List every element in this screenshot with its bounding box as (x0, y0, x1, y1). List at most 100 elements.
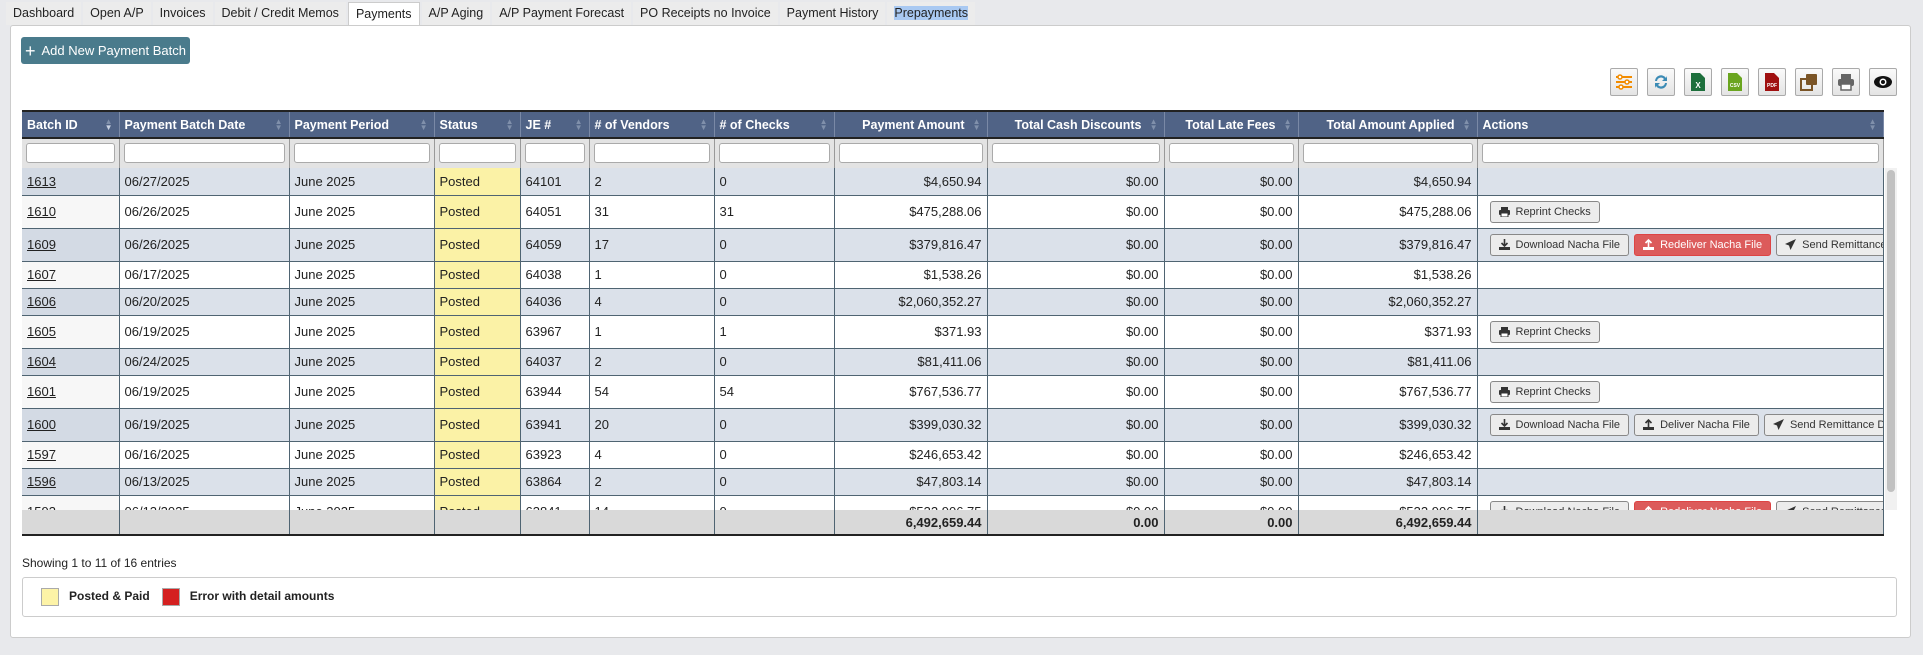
send-remittance-details-button[interactable]: Send Remittance Details (1776, 233, 1882, 256)
filter-total-late-fees-input[interactable] (1168, 143, 1294, 164)
cell-actions (1477, 441, 1884, 469)
batch-id-link[interactable]: 1610 (27, 204, 56, 219)
cell-applied: $47,803.14 (1298, 468, 1478, 496)
cell-je: 63944 (520, 375, 590, 409)
filter-of-vendors-input[interactable] (593, 143, 710, 164)
reprint-checks-button[interactable]: Reprint Checks (1489, 380, 1600, 403)
batch-id-link[interactable]: 1604 (27, 354, 56, 369)
vertical-scrollbar[interactable] (1885, 168, 1897, 510)
cell-status: Posted (434, 441, 521, 469)
cell-checks: 31 (714, 195, 835, 229)
cell-period: June 2025 (289, 348, 435, 376)
tab-payment-history[interactable]: Payment History (779, 2, 886, 25)
pdf-export-icon[interactable]: PDF (1758, 68, 1786, 96)
cell-period: June 2025 (289, 228, 435, 262)
filter-total-cash-discounts-input[interactable] (991, 143, 1160, 164)
tab-invoices[interactable]: Invoices (152, 2, 213, 25)
download-nacha-file-button[interactable]: Download Nacha File (1489, 233, 1630, 256)
filter-total-amount-applied-input[interactable] (1302, 143, 1473, 164)
batch-id-link[interactable]: 1613 (27, 173, 56, 189)
column-header-je[interactable]: JE # ▲ ▼ (520, 111, 590, 139)
download-nacha-file-button[interactable]: Download Nacha File (1489, 413, 1630, 436)
cell-late: $0.00 (1164, 168, 1299, 196)
tab-a-p-aging[interactable]: A/P Aging (421, 2, 491, 25)
print-icon (1498, 386, 1510, 397)
print-icon (1498, 326, 1510, 337)
excel-export-icon[interactable]: X (1684, 68, 1712, 96)
batch-id-link[interactable]: 1605 (27, 324, 56, 339)
legend-item-error: Error with detail amounts (161, 588, 334, 606)
csv-export-icon[interactable]: CSV (1721, 68, 1749, 96)
batch-id-link[interactable]: 1597 (27, 447, 56, 462)
cell-actions (1477, 348, 1884, 376)
send-remittance-details-button[interactable]: Send Remittance Details (1763, 413, 1882, 436)
tab-debit-credit-memos[interactable]: Debit / Credit Memos (214, 2, 346, 25)
tab-dashboard[interactable]: Dashboard (6, 2, 82, 25)
tab-payments[interactable]: Payments (347, 2, 420, 26)
column-header-total-late-fees[interactable]: Total Late Fees ▲ ▼ (1164, 111, 1299, 139)
column-header-actions[interactable]: Actions ▲ ▼ (1477, 111, 1884, 139)
scrollbar-thumb[interactable] (1887, 170, 1895, 492)
upload-icon (1643, 419, 1655, 430)
filter-of-checks-input[interactable] (718, 143, 830, 164)
reprint-checks-button[interactable]: Reprint Checks (1489, 200, 1600, 223)
send-remittance-details-button[interactable]: Send Remittance Details (1776, 500, 1882, 510)
cell-vendors: 4 (589, 441, 715, 469)
copy-icon[interactable] (1795, 68, 1823, 96)
cell-late: $0.00 (1164, 468, 1299, 496)
deliver-nacha-file-button[interactable]: Deliver Nacha File (1634, 413, 1759, 436)
filter-payment-amount-input[interactable] (838, 143, 983, 164)
column-header-of-checks[interactable]: # of Checks ▲ ▼ (714, 111, 835, 139)
batch-id-link[interactable]: 1593 (27, 504, 56, 510)
tab-prepayments[interactable]: Prepayments (887, 2, 976, 25)
column-header-of-vendors[interactable]: # of Vendors ▲ ▼ (589, 111, 715, 139)
cell-status: Posted (434, 168, 521, 196)
batch-id-link[interactable]: 1609 (27, 237, 56, 252)
filter-payment-batch-date-input[interactable] (123, 143, 285, 164)
filter-batch-id-input[interactable] (26, 143, 115, 164)
download-nacha-file-button[interactable]: Download Nacha File (1489, 500, 1630, 510)
cell-date: 06/26/2025 (119, 228, 290, 262)
print-icon[interactable] (1832, 68, 1860, 96)
cell-amount: $47,803.14 (834, 468, 988, 496)
column-header-payment-batch-date[interactable]: Payment Batch Date ▲ ▼ (119, 111, 290, 139)
cell-actions: Reprint Checks (1477, 375, 1884, 409)
filter-je-input[interactable] (524, 143, 585, 164)
cell-status: Posted (434, 315, 521, 349)
batch-id-link[interactable]: 1600 (27, 417, 56, 432)
column-header-payment-period[interactable]: Payment Period ▲ ▼ (289, 111, 435, 139)
tab-po-receipts-no-invoice[interactable]: PO Receipts no Invoice (633, 2, 778, 25)
cell-vendors: 14 (589, 495, 715, 510)
sort-icon: ▲ ▼ (1149, 117, 1158, 132)
batch-id-link[interactable]: 1607 (27, 267, 56, 282)
redeliver-nacha-file-button[interactable]: Redeliver Nacha File (1634, 500, 1772, 510)
batch-id-link[interactable]: 1601 (27, 384, 56, 399)
filter-payment-period-input[interactable] (293, 143, 430, 164)
cell-checks: 0 (714, 495, 835, 510)
column-settings-icon[interactable] (1610, 68, 1638, 96)
tab-open-a-p[interactable]: Open A/P (83, 2, 151, 25)
cell-period: June 2025 (289, 195, 435, 229)
redeliver-nacha-file-button[interactable]: Redeliver Nacha File (1634, 233, 1772, 256)
refresh-icon[interactable] (1647, 68, 1675, 96)
view-icon[interactable] (1869, 68, 1897, 96)
tab-a-p-payment-forecast[interactable]: A/P Payment Forecast (492, 2, 632, 25)
filter-status-input[interactable] (438, 143, 516, 164)
table-row: 1605 06/19/2025 June 2025 Posted 63967 1 1 $371… (22, 315, 1884, 349)
cell-discounts: $0.00 (987, 315, 1165, 349)
column-header-payment-amount[interactable]: Payment Amount ▲ ▼ (834, 111, 988, 139)
batch-id-link[interactable]: 1596 (27, 474, 56, 489)
reprint-checks-button[interactable]: Reprint Checks (1489, 320, 1600, 343)
cell-amount: $371.93 (834, 315, 988, 349)
cell-je: 63941 (520, 408, 590, 442)
column-header-status[interactable]: Status ▲ ▼ (434, 111, 521, 139)
batch-id-link[interactable]: 1606 (27, 294, 56, 309)
column-header-total-cash-discounts[interactable]: Total Cash Discounts ▲ ▼ (987, 111, 1165, 139)
column-header-batch-id[interactable]: Batch ID ▲ ▼ (22, 111, 120, 139)
cell-late: $0.00 (1164, 228, 1299, 262)
send-icon (1785, 506, 1797, 510)
add-new-payment-batch-button[interactable]: + Add New Payment Batch (21, 37, 190, 64)
column-header-total-amount-applied[interactable]: Total Amount Applied ▲ ▼ (1298, 111, 1478, 139)
filter-actions-input[interactable] (1481, 143, 1879, 164)
cell-checks: 0 (714, 441, 835, 469)
